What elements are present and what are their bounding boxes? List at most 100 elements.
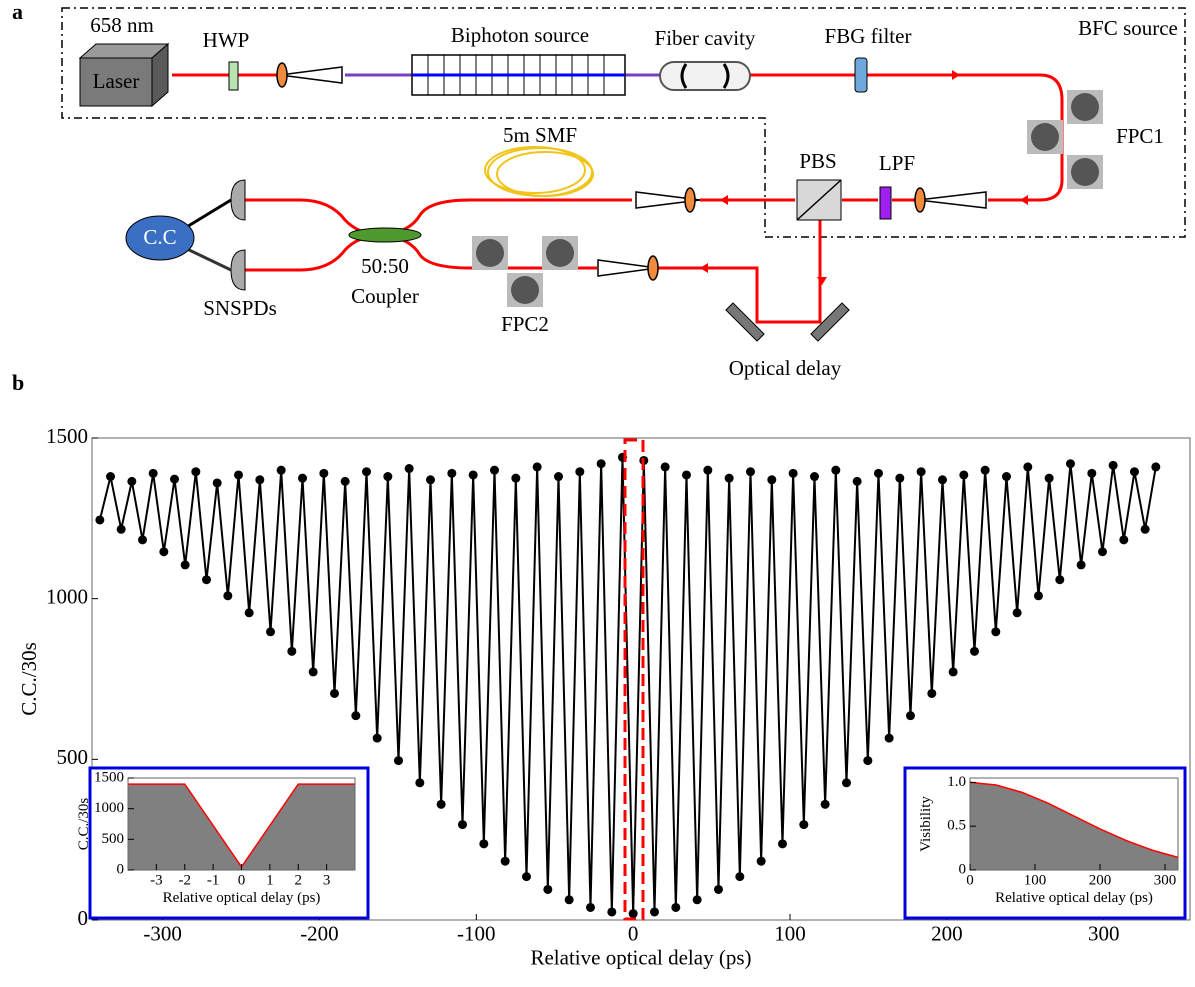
fbg xyxy=(854,57,868,93)
data-point xyxy=(436,799,446,809)
axes-frame xyxy=(91,437,1191,921)
data-point xyxy=(362,467,371,477)
data-point xyxy=(330,688,340,698)
data-point xyxy=(703,465,713,475)
data-point xyxy=(660,462,670,472)
label: SNSPDs xyxy=(203,296,277,320)
x-axis-label: Relative optical delay (ps) xyxy=(995,890,1153,906)
data-point xyxy=(266,627,276,637)
data-point xyxy=(425,475,435,485)
data-point xyxy=(500,856,510,866)
label: HWP xyxy=(203,28,250,52)
data-point xyxy=(106,472,116,482)
data-point xyxy=(489,465,499,475)
data-point xyxy=(681,470,691,480)
data-point xyxy=(1001,472,1011,482)
arrows xyxy=(700,70,1028,285)
data-point xyxy=(340,476,350,486)
x-tick-label: 200 xyxy=(1089,873,1112,889)
data-point xyxy=(212,478,222,488)
data-point xyxy=(1140,524,1150,534)
x-tick-label: 0 xyxy=(628,922,639,946)
data-point xyxy=(159,547,169,557)
data-point xyxy=(1033,591,1043,601)
data-point xyxy=(255,475,265,485)
data-point xyxy=(607,907,617,917)
label: 658 nm xyxy=(90,13,154,37)
data-point xyxy=(895,473,905,483)
data-point xyxy=(479,839,489,849)
cavity-mirrors xyxy=(680,63,730,89)
fiber-coil xyxy=(484,146,594,197)
data-point xyxy=(532,462,542,472)
y-tick-label: 1500 xyxy=(94,769,124,785)
data-point xyxy=(1044,473,1054,483)
data-point xyxy=(628,909,638,919)
data-point xyxy=(202,575,212,585)
data-point xyxy=(1076,560,1086,570)
data-point xyxy=(777,839,787,849)
data-point xyxy=(521,872,531,882)
x-tick-label: 100 xyxy=(1024,873,1047,889)
x-axis-label: Relative optical delay (ps) xyxy=(530,946,751,970)
data-point xyxy=(511,473,521,483)
data-point xyxy=(191,467,201,477)
data-point xyxy=(1097,547,1107,557)
y-tick-label: 1000 xyxy=(46,584,88,608)
data-point xyxy=(905,711,915,721)
data-point xyxy=(884,733,894,743)
y-tick-label: 500 xyxy=(57,745,89,769)
panel-label: b xyxy=(12,370,24,395)
data-point xyxy=(447,468,457,478)
data-point xyxy=(234,470,244,480)
label: BFC source xyxy=(1078,16,1178,40)
data-point xyxy=(980,465,990,475)
lenses xyxy=(276,62,987,281)
highlight-region xyxy=(623,438,645,921)
data-point xyxy=(1108,460,1118,470)
detectors xyxy=(230,179,246,291)
x-tick-label: 0 xyxy=(966,873,974,889)
data-point xyxy=(948,667,958,677)
data-point xyxy=(863,756,873,766)
data-point xyxy=(852,476,862,486)
label: FPC2 xyxy=(501,312,549,336)
cable xyxy=(184,246,232,272)
data-point xyxy=(841,778,851,788)
data-point xyxy=(969,646,979,656)
data-point xyxy=(959,470,969,480)
y-tick-label: 0.5 xyxy=(947,818,966,834)
x-tick-label: -300 xyxy=(143,922,182,946)
label: FBG filter xyxy=(825,24,912,48)
data-point xyxy=(1119,535,1129,545)
label: FPC1 xyxy=(1116,124,1164,148)
mirror xyxy=(810,302,850,342)
cc-unit xyxy=(125,215,195,261)
data-point xyxy=(1151,462,1161,472)
laser-front xyxy=(79,57,153,107)
x-tick-label: 1 xyxy=(266,873,274,889)
data-point xyxy=(116,524,126,534)
data-point xyxy=(927,688,937,698)
data-point xyxy=(873,468,883,478)
x-tick-label: 3 xyxy=(323,873,331,889)
data-point xyxy=(276,465,286,475)
data-point xyxy=(991,627,1001,637)
data-point xyxy=(1087,468,1097,478)
pbs-diagonal xyxy=(796,179,842,221)
y-axis-label: Visibility xyxy=(918,796,934,852)
data-point xyxy=(404,464,414,474)
data-point xyxy=(1129,467,1139,477)
x-tick-label: -1 xyxy=(207,873,220,889)
fiber-cavity xyxy=(659,61,751,91)
x-tick-label: 300 xyxy=(1088,922,1120,946)
label: Optical delay xyxy=(729,356,842,380)
data-point xyxy=(138,535,148,545)
data-point xyxy=(596,459,606,469)
y-tick-label: 1500 xyxy=(46,424,88,448)
data-point xyxy=(1065,459,1075,469)
y-tick-label: 1000 xyxy=(94,800,124,816)
data-point xyxy=(415,778,425,788)
y-tick-label: 1.0 xyxy=(947,774,966,790)
